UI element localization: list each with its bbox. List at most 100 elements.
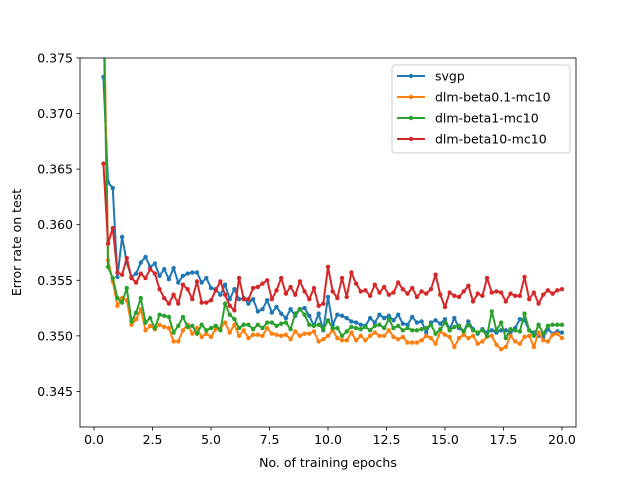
data-point: [180, 273, 186, 279]
data-point: [288, 306, 293, 312]
data-point: [297, 306, 303, 312]
data-point: [157, 322, 162, 327]
data-point: [335, 295, 340, 301]
x-axis: 0.0 2.5 5.0 7.5 10.0 12.5 15.0 17.5 20.0: [84, 427, 576, 447]
data-point: [311, 323, 317, 329]
data-point: [489, 290, 494, 295]
data-point: [531, 333, 537, 339]
data-point: [232, 322, 237, 327]
data-point: [264, 278, 270, 283]
data-point: [559, 330, 565, 335]
data-point: [311, 329, 317, 334]
data-point: [498, 320, 504, 325]
x-tick-label: 5.0: [201, 432, 221, 447]
data-point: [143, 328, 148, 333]
data-point: [466, 319, 471, 324]
data-point: [321, 301, 326, 306]
data-point: [190, 270, 195, 275]
data-point: [213, 323, 218, 329]
data-point: [279, 275, 284, 281]
data-point: [110, 225, 115, 231]
data-point: [297, 333, 303, 339]
data-point: [162, 324, 167, 330]
data-point: [190, 296, 195, 302]
data-point: [391, 325, 396, 331]
data-point: [433, 318, 438, 323]
data-point: [367, 328, 373, 333]
legend-label: dlm-beta0.1-mc10: [435, 90, 551, 105]
data-point: [349, 319, 354, 324]
data-point: [452, 344, 457, 350]
data-point: [414, 320, 420, 325]
data-point: [250, 332, 256, 337]
data-point: [475, 330, 480, 335]
data-point: [236, 333, 242, 339]
x-tick-label: 2.5: [143, 432, 163, 447]
data-point: [302, 289, 307, 294]
y-tick-label: 0.360: [37, 217, 73, 232]
x-tick-label: 12.5: [373, 432, 401, 447]
data-point: [133, 310, 139, 315]
series-4: [101, 161, 565, 313]
data-point: [335, 312, 340, 317]
data-point: [428, 322, 434, 327]
data-point: [283, 315, 289, 321]
data-point: [517, 293, 523, 299]
data-point: [381, 333, 387, 339]
data-point: [302, 331, 307, 336]
data-point: [405, 340, 410, 345]
legend-label: dlm-beta1-mc10: [435, 111, 539, 126]
data-point: [279, 321, 284, 326]
data-point: [307, 322, 312, 327]
y-axis-label: Error rate on test: [9, 189, 24, 296]
data-point: [218, 279, 223, 284]
data-point: [550, 322, 555, 327]
data-point: [325, 333, 331, 339]
data-point: [419, 326, 424, 332]
data-point: [115, 303, 120, 309]
legend-item: svgp: [397, 69, 465, 84]
data-point: [204, 328, 209, 333]
data-point: [255, 309, 261, 314]
data-point: [171, 330, 176, 335]
data-point: [133, 316, 139, 322]
data-point: [115, 274, 120, 280]
data-point: [381, 325, 387, 331]
data-point: [194, 331, 200, 336]
data-point: [522, 274, 527, 280]
data-point: [227, 312, 232, 317]
data-point: [508, 291, 513, 296]
data-point: [185, 271, 190, 276]
data-point: [204, 300, 209, 305]
data-point: [386, 316, 392, 322]
data-point: [232, 308, 237, 313]
data-point: [288, 337, 293, 342]
data-point: [147, 266, 153, 272]
data-point: [452, 293, 457, 299]
data-point: [363, 288, 368, 293]
data-point: [367, 315, 373, 321]
data-point: [475, 291, 480, 296]
data-point: [330, 289, 335, 294]
data-point: [339, 333, 345, 339]
data-point: [433, 341, 438, 346]
x-tick-label: 17.5: [490, 432, 518, 447]
data-point: [316, 311, 321, 316]
x-tick-label: 15.0: [431, 432, 459, 447]
data-point: [386, 292, 392, 297]
data-point: [452, 315, 457, 321]
data-point: [293, 311, 298, 316]
data-point: [517, 329, 523, 334]
data-point: [274, 323, 279, 329]
data-point: [555, 322, 560, 327]
data-point: [250, 326, 256, 332]
data-point: [194, 325, 200, 331]
y-axis: 0.345 0.350 0.355 0.360 0.365 0.370 0.375: [37, 51, 80, 399]
data-point: [110, 275, 115, 281]
data-point: [419, 289, 424, 294]
data-point: [522, 334, 527, 340]
data-point: [498, 290, 504, 295]
data-point: [344, 329, 349, 334]
data-point: [162, 295, 167, 301]
data-point: [157, 273, 162, 279]
